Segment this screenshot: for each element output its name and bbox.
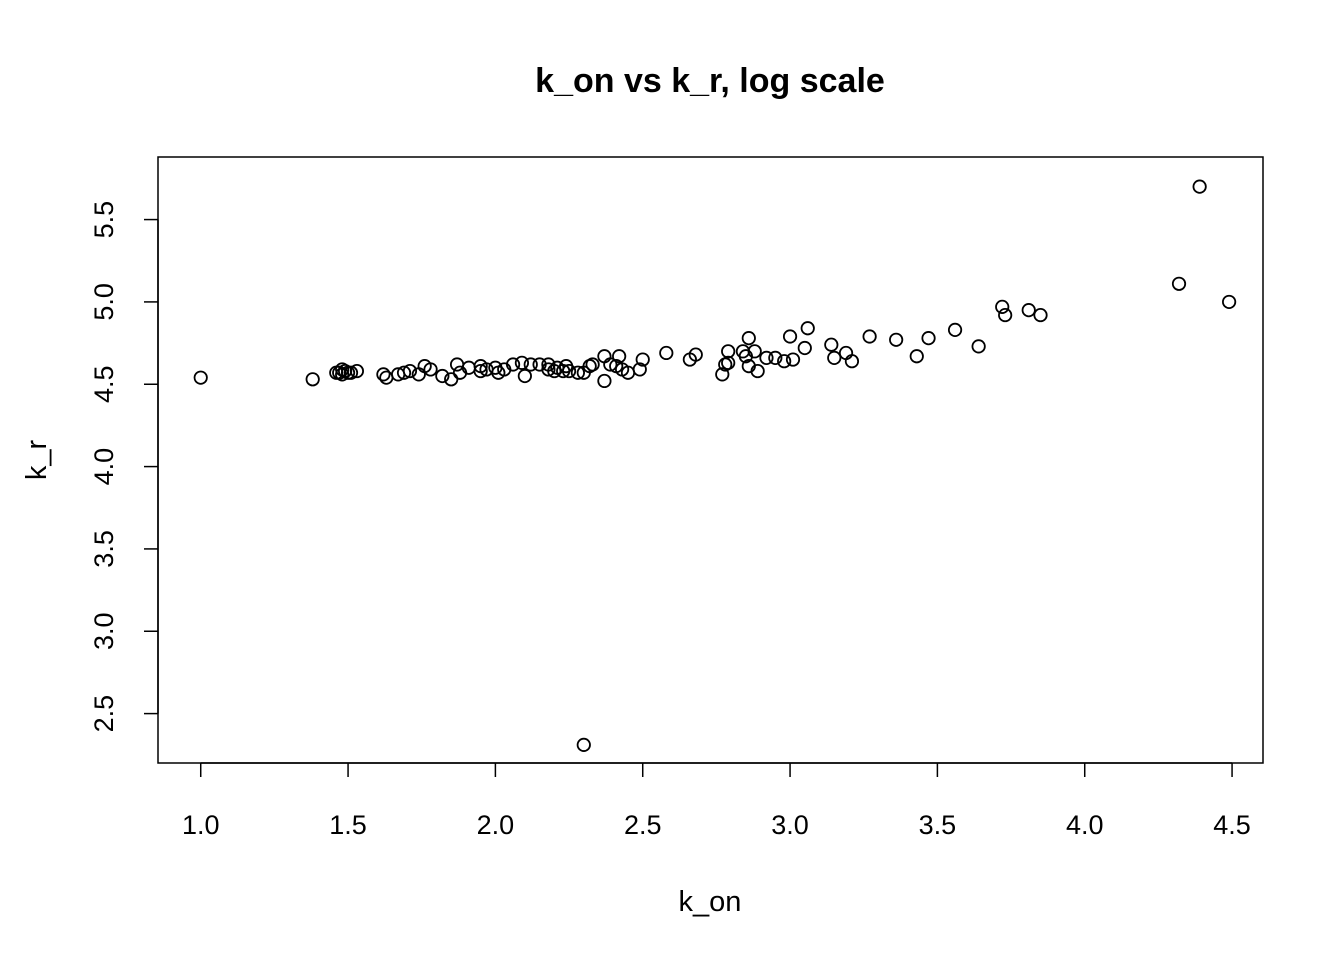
data-point [998,307,1013,323]
data-point [659,345,674,361]
data-point [800,321,815,336]
y-axis-label: k_r [21,440,53,481]
data-point [782,329,798,344]
x-tick-label: 4.0 [1066,810,1104,840]
data-point [505,357,521,372]
data-point [909,349,924,364]
x-tick-label: 3.5 [919,810,957,840]
data-point [523,357,538,372]
x-axis: 1.0 1.5 2.0 2.5 3.0 3.5 4.0 4.5 [182,762,1251,840]
data-point [576,737,591,752]
data-point [889,332,904,347]
data-point [1171,276,1187,291]
y-tick-label: 5.5 [89,201,119,239]
data-point [635,352,650,367]
y-tick-label: 5.0 [89,283,119,321]
y-axis: 2.5 3.0 3.5 4.0 4.5 5.0 5.5 [89,201,159,733]
data-point [1021,303,1036,318]
chart-title: k_on vs k_r, log scale [535,62,885,100]
data-point [715,367,730,382]
data-point [995,299,1010,314]
y-tick-label: 3.0 [89,612,119,650]
x-tick-label: 3.0 [771,810,809,840]
data-point [547,363,562,379]
data-point [193,370,208,385]
plot-frame [157,156,1264,764]
data-point [435,368,450,384]
data-point [561,363,577,379]
data-point [688,347,703,362]
data-point [517,368,532,384]
data-point [759,350,774,366]
data-point [844,354,860,369]
data-point [335,367,350,382]
data-point [777,354,792,369]
data-point [514,355,530,370]
data-point [750,363,765,379]
data-points [193,179,1237,752]
x-tick-label: 1.0 [182,810,220,840]
data-point [376,367,391,382]
data-point [612,349,627,364]
data-point [747,344,762,359]
x-axis-label: k_on [679,886,742,918]
data-point [1033,307,1048,323]
x-tick-label: 2.0 [477,810,515,840]
y-tick-label: 2.5 [89,695,119,733]
data-point [585,357,600,372]
y-tick-label: 4.0 [89,448,119,486]
x-tick-label: 1.5 [329,810,367,840]
data-point [921,331,936,346]
data-point [862,329,877,344]
data-point [343,365,359,380]
data-point [632,362,647,377]
data-point [423,362,438,377]
data-point [947,322,963,338]
data-point [797,340,812,356]
y-tick-label: 3.5 [89,530,119,568]
data-point [541,362,556,377]
data-point [741,331,756,346]
x-tick-label: 2.5 [624,810,662,840]
data-point [305,372,320,387]
data-point [396,365,412,380]
data-point [824,337,839,352]
data-point [570,365,586,380]
data-point [349,363,364,379]
data-point [603,357,618,372]
data-point [473,363,488,379]
data-point [768,350,783,366]
data-point [827,350,842,366]
data-point [402,363,418,379]
data-point [721,344,736,359]
data-point [597,373,612,389]
data-point [449,357,465,372]
data-point [1192,179,1207,194]
data-point [1222,294,1237,310]
data-point [971,339,986,354]
y-tick-label: 4.5 [89,365,119,403]
x-tick-label: 4.5 [1213,810,1251,840]
data-point [379,370,394,385]
data-point [785,352,801,367]
